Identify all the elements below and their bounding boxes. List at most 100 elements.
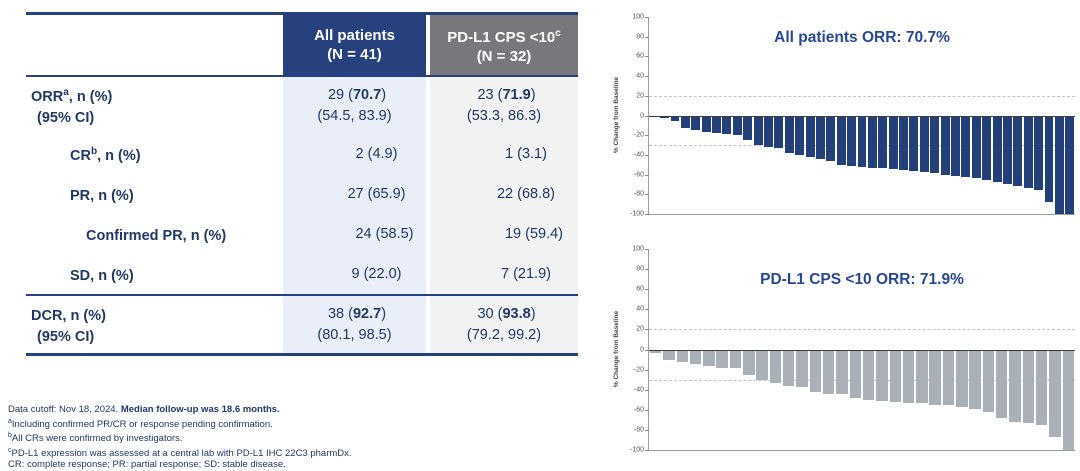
waterfall-bar bbox=[916, 349, 928, 403]
waterfall-bar bbox=[1034, 115, 1044, 191]
waterfall-bar bbox=[774, 115, 784, 148]
y-tick-mark bbox=[645, 429, 649, 431]
y-tick-label: -60 bbox=[633, 406, 644, 414]
waterfall-bar bbox=[876, 349, 888, 401]
y-tick-mark bbox=[645, 289, 649, 291]
row-label: SD, n (%) bbox=[70, 267, 134, 284]
y-tick-label: 60 bbox=[636, 285, 644, 293]
waterfall-bar bbox=[795, 115, 805, 155]
waterfall-bar bbox=[940, 115, 950, 175]
waterfall-bar bbox=[722, 115, 732, 135]
waterfall-bar bbox=[1022, 349, 1035, 423]
y-tick-mark bbox=[645, 56, 649, 58]
y-tick-mark bbox=[645, 349, 649, 351]
y-tick-label: -80 bbox=[633, 426, 644, 434]
y-tick-mark bbox=[645, 309, 649, 311]
table-top-border bbox=[26, 12, 578, 15]
y-tick-label: 80 bbox=[636, 33, 644, 41]
pdl1-header-line2: (N = 32) bbox=[476, 48, 532, 65]
y-tick-mark bbox=[645, 135, 649, 137]
chart-title-pdl1: PD-L1 CPS <10 ORR: 71.9% bbox=[760, 271, 964, 288]
waterfall-bar bbox=[971, 115, 981, 178]
reference-line bbox=[649, 379, 1075, 381]
y-tick-mark bbox=[645, 36, 649, 38]
y-tick-label: -40 bbox=[633, 151, 644, 159]
waterfall-bar bbox=[691, 115, 701, 131]
y-tick-mark bbox=[645, 389, 649, 391]
waterfall-bar bbox=[701, 115, 711, 133]
waterfall-bar bbox=[670, 115, 680, 122]
y-tick-mark bbox=[645, 214, 649, 215]
waterfall-bar bbox=[743, 115, 753, 141]
waterfall-bar bbox=[743, 349, 755, 375]
waterfall-bar bbox=[1054, 115, 1064, 214]
y-tick-label: -40 bbox=[633, 386, 644, 394]
waterfall-bar bbox=[1023, 115, 1033, 189]
all-patients-header-line2: (N = 41) bbox=[327, 46, 382, 63]
waterfall-bar bbox=[716, 349, 728, 368]
footnote-line: bAll CRs were confirmed by investigators… bbox=[8, 432, 183, 445]
y-tick-label: 60 bbox=[636, 52, 644, 60]
row-label-cell: DCR, n (%) (95% CI) bbox=[26, 296, 283, 353]
waterfall-bar bbox=[996, 349, 1008, 418]
waterfall-bar bbox=[826, 115, 836, 161]
waterfall-bar bbox=[982, 349, 995, 412]
table-body: ORRa, n (%) (95% CI) 29 (70.7) (54.5, 83… bbox=[26, 77, 578, 353]
footnote-line: cPD-L1 expression was assessed at a cent… bbox=[8, 446, 352, 459]
waterfall-bar bbox=[1002, 115, 1012, 185]
y-tick-mark bbox=[645, 249, 649, 250]
table-corner-cell bbox=[26, 15, 283, 75]
y-tick-label: 0 bbox=[640, 112, 644, 119]
y-tick-label: 80 bbox=[636, 265, 644, 273]
column-gap bbox=[426, 214, 430, 254]
y-tick-mark bbox=[645, 95, 649, 97]
waterfall-chart-pdl1: % Change from Baseline PD-L1 CPS <10 ORR… bbox=[612, 236, 1078, 462]
table-row: SD, n (%) 9 (22.0) 7 (21.9) bbox=[26, 254, 578, 294]
footnote-line: aIncluding confirmed PR/CR or response p… bbox=[8, 417, 273, 430]
waterfall-bar bbox=[660, 115, 670, 119]
waterfall-bar bbox=[680, 115, 690, 129]
waterfall-bar bbox=[663, 349, 675, 360]
pdl1-value-cell: 22 (68.8) bbox=[430, 174, 578, 214]
all-patients-value-cell: 9 (22.0) bbox=[283, 254, 426, 294]
y-tick-mark bbox=[645, 409, 649, 411]
row-label-cell: ORRa, n (%) (95% CI) bbox=[26, 77, 283, 134]
waterfall-bar bbox=[942, 349, 955, 405]
all-patients-value-cell: 2 (4.9) bbox=[283, 134, 426, 174]
y-tick-mark bbox=[645, 115, 649, 117]
row-label: PR, n (%) bbox=[70, 187, 134, 204]
pdl1-value-cell: 23 (71.9) (53.3, 86.3) bbox=[430, 77, 578, 134]
y-tick-mark bbox=[645, 194, 649, 196]
y-tick-label: 100 bbox=[632, 245, 644, 253]
row-sublabel: (95% CI) bbox=[37, 328, 95, 345]
y-tick-label: 0 bbox=[640, 346, 644, 353]
waterfall-bar bbox=[769, 349, 782, 383]
column-gap bbox=[426, 296, 430, 353]
waterfall-bar bbox=[649, 349, 662, 353]
y-tick-mark bbox=[645, 369, 649, 371]
table-row: CRb, n (%) 2 (4.9) 1 (3.1) bbox=[26, 134, 578, 174]
reference-line bbox=[649, 329, 1075, 331]
table-header-row: All patients (N = 41) PD-L1 CPS <10c (N … bbox=[26, 15, 578, 75]
zero-baseline bbox=[649, 349, 1075, 351]
row-label: CRb, n (%) bbox=[70, 146, 141, 164]
waterfall-bar bbox=[676, 349, 688, 362]
reference-line bbox=[649, 95, 1075, 97]
y-tick-mark bbox=[645, 76, 649, 78]
waterfall-bar bbox=[899, 115, 908, 170]
waterfall-bar bbox=[849, 349, 862, 398]
plot-area-pdl1: PD-L1 CPS <10 ORR: 71.9% 100 80 60 40 20 0 -20… bbox=[630, 246, 1075, 454]
pdl1-header-text: PD-L1 CPS <10 bbox=[447, 29, 556, 46]
pdl1-value-cell: 1 (3.1) bbox=[430, 134, 578, 174]
chart-title-all-patients: All patients ORR: 70.7% bbox=[774, 29, 950, 46]
waterfall-bar bbox=[689, 349, 702, 364]
y-tick-mark bbox=[645, 450, 649, 451]
y-tick-label: -20 bbox=[633, 131, 644, 139]
y-tick-label: -80 bbox=[633, 190, 644, 198]
y-tick-mark bbox=[645, 154, 649, 156]
table-row: PR, n (%) 27 (65.9) 22 (68.8) bbox=[26, 174, 578, 214]
waterfall-bar bbox=[1013, 115, 1023, 187]
waterfall-bar bbox=[902, 349, 915, 403]
row-label-cell: CRb, n (%) bbox=[26, 134, 283, 174]
y-tick-label: 20 bbox=[636, 92, 644, 100]
